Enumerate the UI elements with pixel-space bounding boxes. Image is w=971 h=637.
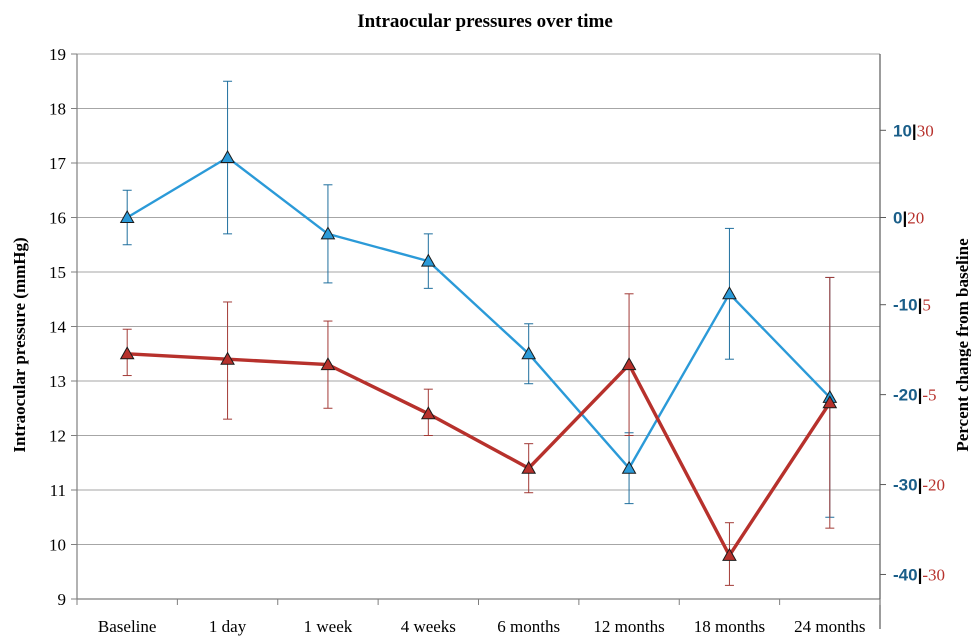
- y-tick-label: 12: [49, 427, 66, 446]
- y2-tick-label-a: -40: [893, 565, 918, 584]
- y2-axis-title: Percent change from baseline: [953, 238, 971, 452]
- y2-tick-label-a: -20: [893, 386, 918, 405]
- y-tick-label: 9: [58, 590, 67, 609]
- data-point: [621, 460, 637, 474]
- series-lines: [126, 156, 832, 558]
- right-axis-ticks: 10|300|20-10|5-20|-5-30|-20-40|-30: [880, 121, 945, 584]
- y2-tick-separator: |: [918, 565, 923, 584]
- y2-tick-label-b: 20: [907, 209, 924, 228]
- y2-tick-separator: |: [912, 121, 917, 140]
- y2-tick-separator: |: [918, 296, 923, 315]
- series-line: [127, 352, 832, 558]
- y2-tick-label-b: -5: [922, 386, 936, 405]
- gridlines: [77, 53, 880, 545]
- x-tick-label: 4 weeks: [401, 617, 456, 636]
- x-tick-label: Baseline: [98, 617, 157, 636]
- x-tick-label: 12 months: [593, 617, 664, 636]
- y2-tick-label-a: -10: [893, 296, 918, 315]
- y-tick-label: 10: [49, 536, 66, 555]
- y2-tick-separator: |: [918, 386, 923, 405]
- y-tick-label: 16: [49, 209, 66, 228]
- x-tick-label: 1 week: [304, 617, 353, 636]
- y-tick-label: 13: [49, 372, 66, 391]
- data-point: [521, 460, 537, 474]
- series-line: [126, 156, 831, 470]
- y2-tick-label: 0|20: [893, 209, 924, 228]
- y2-tick-label-b: 30: [917, 121, 934, 140]
- y2-tick-label: 10|30: [893, 121, 934, 140]
- y-tick-label: 19: [49, 45, 66, 64]
- chart-title: Intraocular pressures over time: [357, 11, 613, 32]
- data-point: [822, 395, 838, 409]
- data-point: [119, 209, 135, 223]
- axes: [76, 54, 881, 629]
- data-point: [521, 346, 537, 360]
- y2-tick-label: -10|5: [893, 296, 931, 315]
- y2-tick-label: -30|-20: [893, 476, 945, 495]
- y2-tick-label-b: -30: [922, 565, 945, 584]
- y2-tick-separator: |: [902, 209, 907, 228]
- y-tick-label: 17: [49, 154, 67, 173]
- data-point: [320, 226, 336, 240]
- x-tick-label: 18 months: [694, 617, 765, 636]
- data-point: [722, 547, 737, 561]
- data-point: [220, 150, 235, 164]
- x-axis-ticks: Baseline 1 day 1 week 4 weeks 6 months 12 mon…: [76, 599, 881, 636]
- y2-tick-label-a: 0: [893, 209, 902, 228]
- y2-tick-label-a: 10: [893, 121, 912, 140]
- x-tick-label: 6 months: [497, 617, 560, 636]
- y2-tick-separator: |: [918, 476, 923, 495]
- data-point: [420, 406, 436, 420]
- data-point: [722, 286, 737, 300]
- data-point: [119, 346, 135, 360]
- y-axis-ticks: 9 10 11 12 13 14 15 16 17 18 19: [49, 45, 77, 609]
- data-point: [420, 253, 436, 267]
- data-point: [220, 351, 235, 365]
- data-point: [320, 357, 336, 371]
- y2-tick-label-a: -30: [893, 476, 918, 495]
- x-tick-label: 1 day: [209, 617, 247, 636]
- y-axis-title: Intraocular pressure (mmHg): [10, 237, 29, 452]
- x-tick-label: 24 months: [794, 617, 865, 636]
- y2-tick-label: -40|-30: [893, 565, 945, 584]
- y-tick-label: 14: [49, 318, 67, 337]
- y2-tick-label: -20|-5: [893, 386, 937, 405]
- y2-tick-label-b: 5: [922, 296, 931, 315]
- data-points: [119, 150, 838, 561]
- y2-tick-label-b: -20: [922, 476, 945, 495]
- y-tick-label: 11: [50, 481, 66, 500]
- data-point: [621, 357, 637, 371]
- y-tick-label: 15: [49, 263, 66, 282]
- y-tick-label: 18: [49, 100, 66, 119]
